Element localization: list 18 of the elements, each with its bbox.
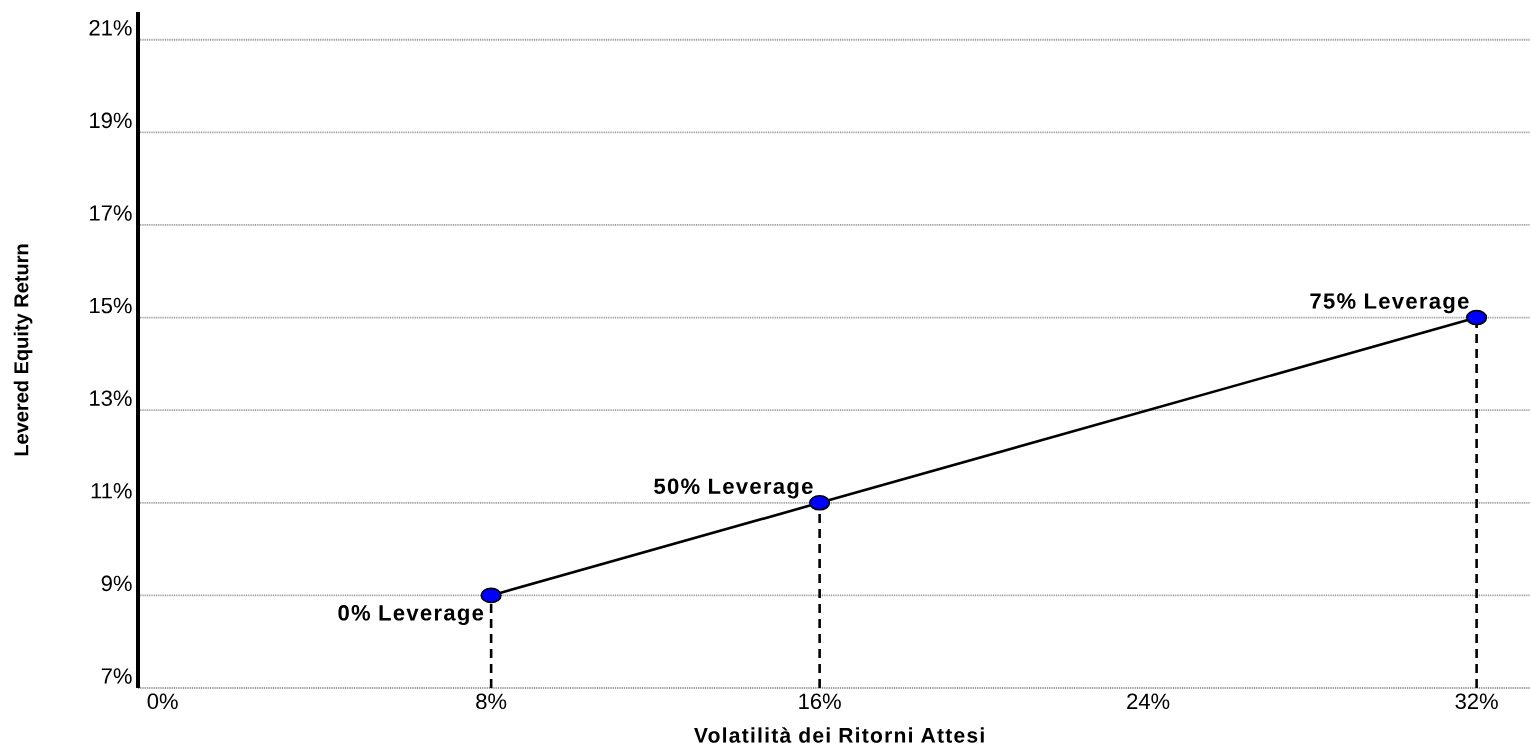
y-tick-label: 21% — [89, 20, 132, 36]
x-axis-title: Volatilità dei Ritorni Attesi — [694, 727, 984, 743]
y-tick-label: 11% — [91, 483, 132, 499]
y-tick-label: 13% — [90, 390, 132, 406]
x-tick-label: 32% — [1455, 693, 1498, 710]
y-tick-label: 15% — [90, 297, 132, 314]
x-tick-label: 24% — [1127, 693, 1170, 709]
x-tick-label: 0% — [147, 693, 178, 710]
y-axis-title: Levered Equity Return — [13, 244, 33, 456]
y-tick-label: 19% — [90, 112, 132, 129]
y-tick-label: 17% — [90, 205, 132, 221]
annotation: 75% Leverage — [1310, 293, 1469, 314]
y-tick-label: 7% — [101, 668, 132, 684]
y-tick-label: 9% — [101, 575, 132, 592]
annotation: 50% Leverage — [654, 478, 813, 499]
x-tick-label: 8% — [476, 693, 507, 710]
x-tick-label: 16% — [799, 693, 841, 710]
annotation: 0% Leverage — [338, 605, 484, 626]
